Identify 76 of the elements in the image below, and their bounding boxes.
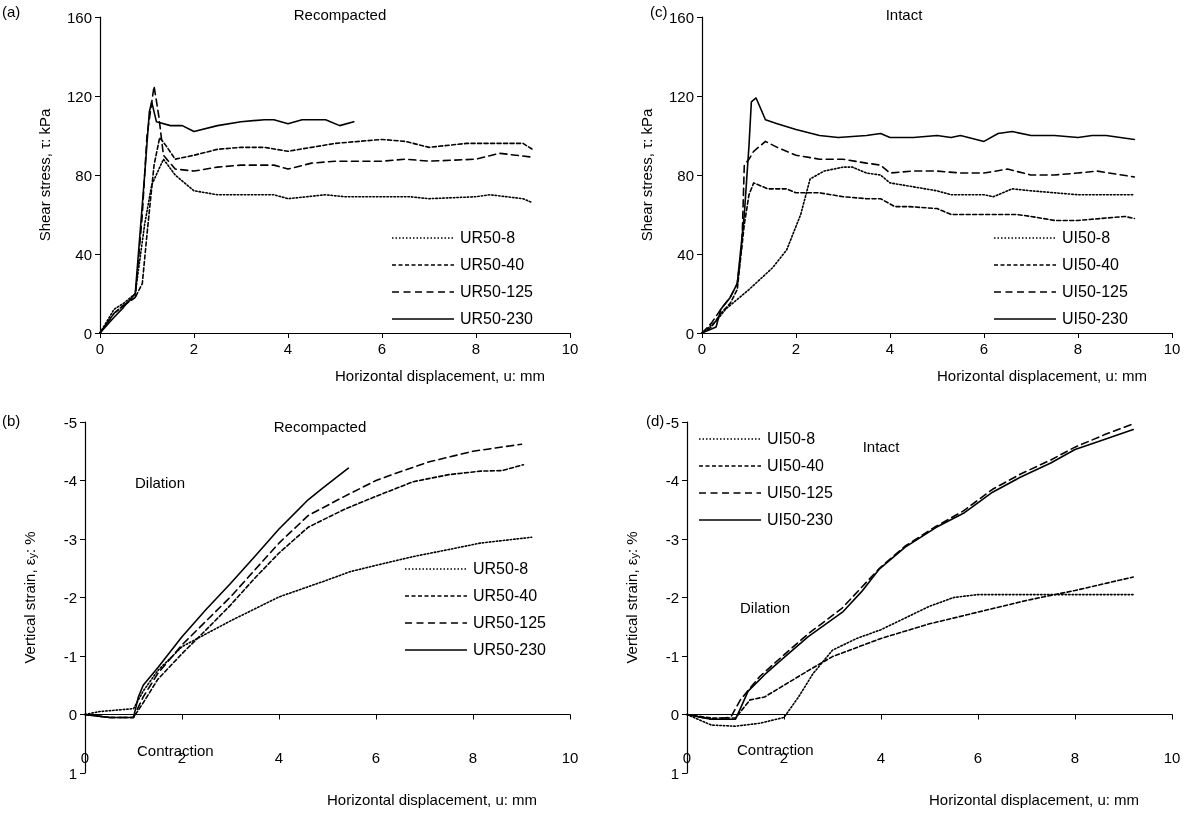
legend-label: UR50-230 <box>460 309 534 327</box>
x-tick-label: 10 <box>1163 340 1181 357</box>
legend-label: UR50-8 <box>460 228 516 246</box>
chart-title: Recompacted <box>293 6 387 23</box>
x-axis-title: Horizontal displacement, u: mm <box>334 367 546 384</box>
x-tick-label: 8 <box>1070 749 1080 766</box>
legend-label: UR50-125 <box>460 282 534 300</box>
text: (b) <box>2 412 21 429</box>
annotation: Dilation <box>740 599 791 616</box>
x-tick-label: 6 <box>371 749 381 766</box>
y-tick-label: 0 <box>670 706 679 723</box>
x-axis-title: Horizontal displacement, u: mm <box>326 791 538 808</box>
y-tick-label: 0 <box>83 324 92 342</box>
x-tick-label: 4 <box>885 340 895 357</box>
y-tick-label: 160 <box>66 8 92 26</box>
y-tick-label: 80 <box>677 166 694 184</box>
x-tick-label: 4 <box>876 749 886 766</box>
y-tick-label: 80 <box>75 166 92 184</box>
y-tick-label: 120 <box>668 87 694 105</box>
annotation: Dilation <box>135 474 186 491</box>
x-tick-label: 6 <box>979 340 989 357</box>
x-tick-label: 10 <box>1163 749 1181 766</box>
legend-label: UI50-230 <box>1062 309 1128 327</box>
y-tick-label: -2 <box>665 589 679 606</box>
y-axis-title: Shear stress, τ: kPa <box>36 108 53 242</box>
y-tick-label: 1 <box>670 764 679 782</box>
legend-label: UR50-40 <box>460 255 525 273</box>
legend-label: UI50-230 <box>767 510 833 528</box>
x-tick-label: 0 <box>95 340 105 357</box>
y-tick-label: -1 <box>665 647 679 665</box>
x-tick-label: 4 <box>274 749 284 766</box>
x-tick-label: 0 <box>697 340 707 357</box>
y-tick-label: -4 <box>665 472 679 489</box>
x-tick-label: 2 <box>189 340 199 357</box>
x-axis-title: Horizontal displacement, u: mm <box>936 367 1148 384</box>
y-tick-label: -5 <box>63 413 77 431</box>
x-tick-label: 10 <box>561 340 579 357</box>
legend-label: UI50-125 <box>1062 282 1128 300</box>
legend-label: UR50-125 <box>473 613 547 631</box>
x-tick-label: 4 <box>283 340 293 357</box>
x-tick-label: 6 <box>377 340 387 357</box>
x-tick-label: 8 <box>468 749 478 766</box>
text: (a) <box>2 3 21 20</box>
text: Intact <box>862 438 901 455</box>
y-tick-label: 0 <box>685 324 694 342</box>
legend-label: UI50-125 <box>767 483 833 501</box>
y-tick-label: 120 <box>66 87 92 105</box>
chart-title: Recompacted <box>273 418 367 435</box>
x-tick-label: 2 <box>791 340 801 357</box>
text: (c) <box>650 3 668 20</box>
x-tick-label: 8 <box>1073 340 1083 357</box>
legend-label: UR50-8 <box>473 559 529 577</box>
legend-label: UI50-40 <box>767 456 825 474</box>
y-tick-label: -4 <box>63 472 77 489</box>
x-axis-title: Horizontal displacement, u: mm <box>928 791 1140 808</box>
y-tick-label: 40 <box>75 245 92 263</box>
y-tick-label: -5 <box>665 413 679 431</box>
y-tick-label: -1 <box>63 647 77 665</box>
x-tick-label: 10 <box>561 749 579 766</box>
text: (d) <box>646 412 665 429</box>
legend-label: UI50-8 <box>767 429 816 447</box>
x-tick-label: 6 <box>973 749 983 766</box>
y-tick-label: -3 <box>665 530 679 548</box>
chart-title: Intact <box>885 6 924 23</box>
y-tick-label: -3 <box>63 530 77 548</box>
y-tick-label: 1 <box>68 764 77 782</box>
legend-label: UI50-40 <box>1062 255 1120 273</box>
y-tick-label: 40 <box>677 245 694 263</box>
legend-label: UR50-230 <box>473 640 547 658</box>
x-tick-label: 8 <box>471 340 481 357</box>
y-tick-label: 0 <box>68 706 77 723</box>
legend-label: UI50-8 <box>1062 228 1111 246</box>
y-axis-title: Shear stress, τ: kPa <box>638 108 655 242</box>
legend-label: UR50-40 <box>473 586 538 604</box>
y-tick-label: 160 <box>668 8 694 26</box>
y-tick-label: -2 <box>63 589 77 606</box>
